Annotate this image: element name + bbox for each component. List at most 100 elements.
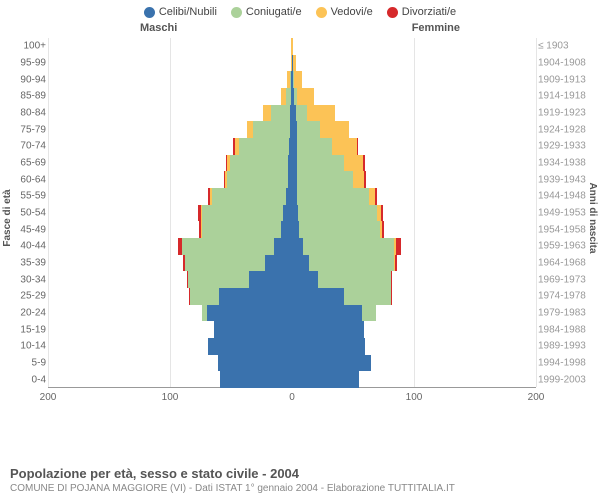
bar-segment	[299, 221, 380, 238]
legend-label: Divorziati/e	[402, 6, 456, 18]
bar-segment	[253, 121, 290, 138]
age-label: 50-54	[2, 208, 46, 219]
bar-segment	[297, 121, 320, 138]
pyramid-row	[48, 271, 536, 288]
age-label: 10-14	[2, 341, 46, 352]
age-label: 45-49	[2, 224, 46, 235]
chart-footer: Popolazione per età, sesso e stato civil…	[10, 466, 590, 494]
age-label: 35-39	[2, 258, 46, 269]
legend-swatch	[316, 7, 327, 18]
age-label: 85-89	[2, 91, 46, 102]
bar-segment	[391, 271, 392, 288]
age-label: 30-34	[2, 274, 46, 285]
age-label: 100+	[2, 41, 46, 52]
legend-item: Divorziati/e	[387, 6, 456, 18]
gridline	[48, 38, 49, 387]
year-label: 1909-1913	[538, 74, 598, 85]
bar-segment	[283, 205, 292, 222]
age-label: 25-29	[2, 291, 46, 302]
plot-area: 2001000100200	[48, 38, 536, 388]
bar-segment	[214, 321, 292, 338]
bar-segment	[297, 155, 345, 172]
legend-label: Celibi/Nubili	[159, 6, 217, 18]
age-label: 75-79	[2, 124, 46, 135]
bar-segment	[188, 271, 249, 288]
pyramid-row	[48, 105, 536, 122]
x-tick-label: 100	[406, 392, 423, 403]
bar-segment	[249, 271, 292, 288]
bar-segment	[292, 355, 371, 372]
x-tick-label: 200	[40, 392, 57, 403]
bar-segment	[292, 221, 299, 238]
age-label: 70-74	[2, 141, 46, 152]
bar-segment	[292, 305, 362, 322]
pyramid-row	[48, 55, 536, 72]
header-male: Maschi	[140, 22, 177, 34]
bar-segment	[292, 38, 293, 55]
bar-segment	[296, 105, 307, 122]
bar-segment	[292, 338, 365, 355]
pyramid-row	[48, 321, 536, 338]
bar-segment	[364, 171, 366, 188]
x-tick-label: 100	[162, 392, 179, 403]
bar-segment	[357, 138, 358, 155]
bar-segment	[353, 171, 364, 188]
year-label: 1954-1958	[538, 224, 598, 235]
bar-segment	[292, 271, 318, 288]
bar-segment	[207, 305, 292, 322]
pyramid-row	[48, 221, 536, 238]
bar-segment	[362, 305, 375, 322]
legend-swatch	[144, 7, 155, 18]
legend: Celibi/Nubili Coniugati/e Vedovi/e Divorzia…	[0, 0, 600, 22]
bar-segment	[303, 238, 395, 255]
bar-segment	[227, 171, 288, 188]
bar-segment	[344, 155, 362, 172]
year-label: 1919-1923	[538, 108, 598, 119]
pyramid-row	[48, 305, 536, 322]
bar-segment	[292, 255, 309, 272]
pyramid-row	[48, 38, 536, 55]
bar-segment	[297, 188, 369, 205]
bar-segment	[220, 371, 292, 388]
age-label: 0-4	[2, 374, 46, 385]
bar-segment	[239, 138, 289, 155]
bar-segment	[396, 238, 401, 255]
year-label: ≤ 1903	[538, 41, 598, 52]
bar-segment	[265, 255, 292, 272]
age-label: 5-9	[2, 358, 46, 369]
bar-segment	[297, 88, 314, 105]
pyramid-row	[48, 71, 536, 88]
bar-segment	[182, 238, 274, 255]
gridline	[414, 38, 415, 387]
bar-segment	[297, 171, 353, 188]
age-label: 65-69	[2, 158, 46, 169]
bar-segment	[297, 138, 332, 155]
x-tick-label: 200	[528, 392, 545, 403]
chart-title: Popolazione per età, sesso e stato civil…	[10, 466, 590, 481]
pyramid-row	[48, 155, 536, 172]
chart-container: Celibi/Nubili Coniugati/e Vedovi/e Divorzia…	[0, 0, 600, 500]
year-label: 1999-2003	[538, 374, 598, 385]
age-label: 95-99	[2, 58, 46, 69]
pyramid-row	[48, 338, 536, 355]
year-label: 1904-1908	[538, 58, 598, 69]
legend-item: Coniugati/e	[231, 6, 302, 18]
bar-segment	[292, 371, 359, 388]
bar-segment	[292, 321, 364, 338]
legend-label: Coniugati/e	[246, 6, 302, 18]
bar-segment	[332, 138, 356, 155]
year-label: 1949-1953	[538, 208, 598, 219]
legend-label: Vedovi/e	[331, 6, 373, 18]
year-label: 1979-1983	[538, 308, 598, 319]
bar-segment	[293, 55, 296, 72]
bar-segment	[218, 355, 292, 372]
bar-segment	[292, 288, 344, 305]
year-label: 1914-1918	[538, 91, 598, 102]
year-label: 1934-1938	[538, 158, 598, 169]
bar-segment	[375, 188, 377, 205]
bar-segment	[208, 338, 292, 355]
year-label: 1939-1943	[538, 174, 598, 185]
age-label: 40-44	[2, 241, 46, 252]
year-label: 1959-1963	[538, 241, 598, 252]
pyramid-row	[48, 88, 536, 105]
